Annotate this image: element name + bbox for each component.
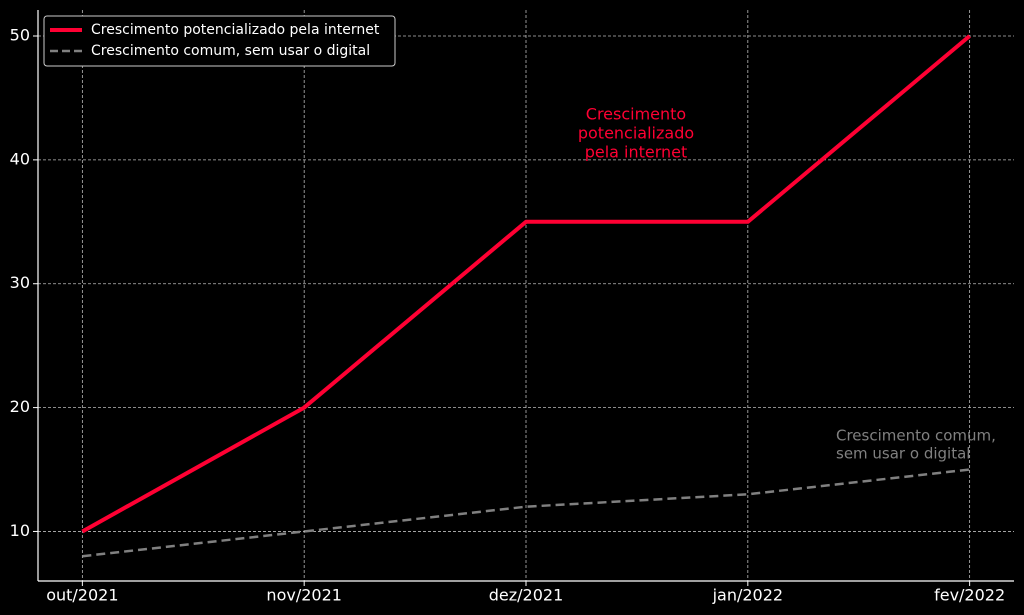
- y-tick-label: 20: [10, 397, 30, 416]
- annotation: sem usar o digital: [836, 445, 970, 463]
- y-tick-label: 40: [10, 149, 30, 168]
- legend: Crescimento potencializado pela internet…: [43, 15, 396, 67]
- x-tick-label: jan/2022: [712, 586, 784, 605]
- x-tick-label: nov/2021: [266, 586, 342, 605]
- annotation: Crescimento comum,: [836, 427, 996, 445]
- x-tick-label: out/2021: [46, 586, 118, 605]
- annotation: potencializado: [578, 124, 694, 143]
- annotation: pela internet: [585, 143, 688, 162]
- x-tick-label: dez/2021: [489, 586, 564, 605]
- annotation: Crescimento: [586, 105, 686, 124]
- legend-box: [43, 15, 396, 67]
- y-tick-label: 30: [10, 273, 30, 292]
- line: [82, 468, 970, 558]
- y-tick-label: 50: [10, 26, 30, 45]
- legend-label: Crescimento potencializado pela internet: [91, 22, 380, 38]
- x-tick-label: fev/2022: [934, 586, 1005, 605]
- y-tick-label: 10: [10, 521, 30, 540]
- legend-label: Crescimento comum, sem usar o digital: [91, 43, 370, 59]
- line: [81, 34, 971, 534]
